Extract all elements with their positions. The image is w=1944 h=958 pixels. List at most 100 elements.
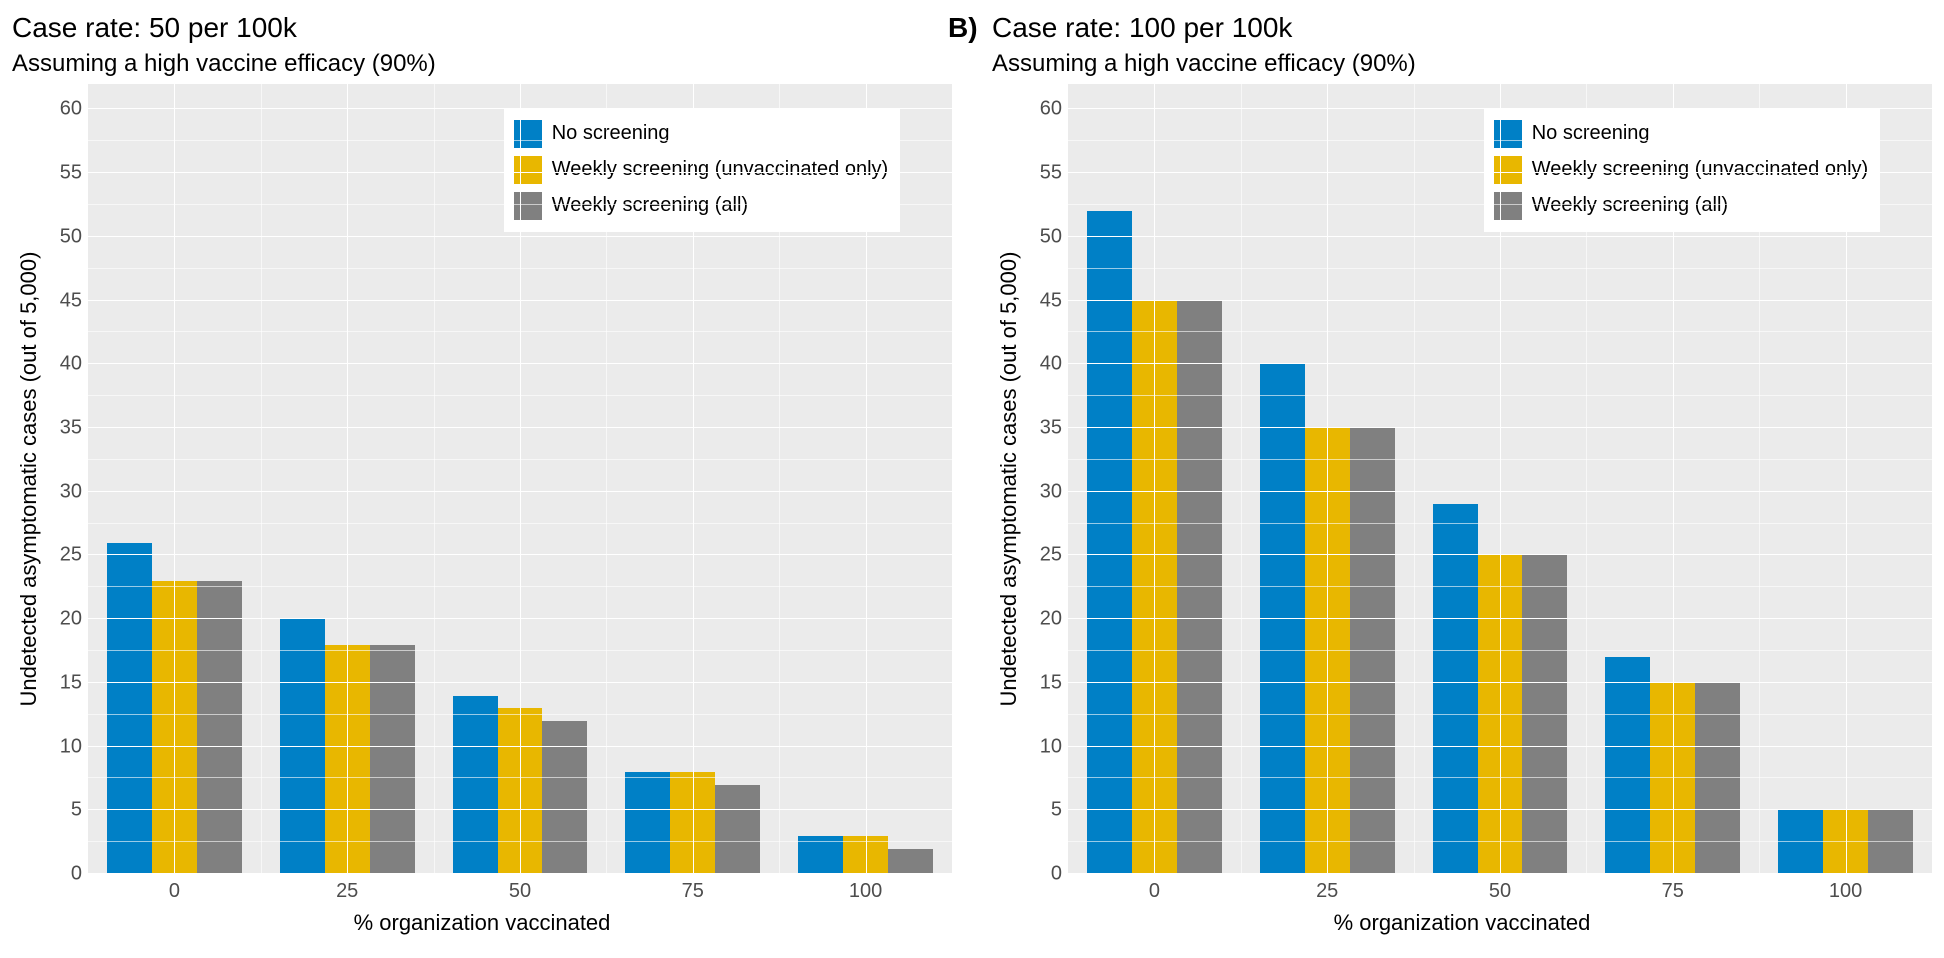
panel-b: B) Case rate: 100 per 100k Assuming a hi…: [992, 12, 1932, 936]
x-tick-label: 0: [169, 880, 180, 903]
panel-a-xticks: 0 25 50 75 100: [88, 880, 952, 906]
legend-label: No screening: [552, 122, 670, 145]
legend-swatch: [1494, 192, 1522, 220]
vgridline: [1500, 84, 1501, 874]
vgridline: [1673, 84, 1674, 874]
x-tick-label: 25: [1316, 880, 1338, 903]
panel-b-xaxis: 0255075100: [992, 880, 1932, 906]
y-tick-label: 40: [1040, 353, 1062, 376]
x-tick-label: 100: [849, 880, 882, 903]
panel-b-title: Case rate: 100 per 100k: [992, 12, 1932, 44]
legend-swatch: [514, 120, 542, 148]
vgridline: [347, 84, 348, 874]
y-tick-label: 50: [1040, 225, 1062, 248]
bar: [107, 543, 152, 874]
x-tick-label: 75: [1662, 880, 1684, 903]
y-tick-label: 15: [60, 671, 82, 694]
legend-item: Weekly screening (unvaccinated only): [1492, 152, 1870, 188]
panel-b-plot-row: Undetected asymptomatic cases (out of 5,…: [992, 84, 1932, 874]
vgridline: [866, 84, 867, 874]
x-tick-label: 50: [509, 880, 531, 903]
legend-label: Weekly screening (all): [1532, 194, 1728, 217]
bar: [1695, 683, 1740, 874]
x-tick-label: 75: [682, 880, 704, 903]
vgridline-minor: [779, 84, 780, 874]
vgridline: [174, 84, 175, 874]
vgridline: [693, 84, 694, 874]
vgridline-minor: [606, 84, 607, 874]
y-tick-label: 55: [1040, 162, 1062, 185]
legend-item: Weekly screening (all): [512, 188, 890, 224]
y-tick-label: 50: [60, 225, 82, 248]
y-tick-label: 20: [1040, 608, 1062, 631]
y-tick-label: 0: [1051, 863, 1062, 886]
y-axis-label: Undetected asymptomatic cases (out of 5,…: [16, 252, 42, 707]
panel-b-xticks: 0255075100: [1068, 880, 1932, 906]
bar: [197, 581, 242, 874]
panel-a-titles: A) Case rate: 50 per 100k Assuming a hig…: [12, 12, 952, 78]
vgridline-minor: [1759, 84, 1760, 874]
y-tick-label: 25: [60, 544, 82, 567]
y-tick-label: 25: [1040, 544, 1062, 567]
legend-swatch: [1494, 120, 1522, 148]
panel-b-xlabel-row: % organization vaccinated: [992, 910, 1932, 936]
y-tick-label: 60: [60, 98, 82, 121]
x-axis-label: % organization vaccinated: [12, 910, 952, 936]
y-tick-label: 20: [60, 608, 82, 631]
legend-swatch: [514, 156, 542, 184]
x-axis-label: % organization vaccinated: [992, 910, 1932, 936]
vgridline: [520, 84, 521, 874]
vgridline: [1327, 84, 1328, 874]
bar: [1087, 211, 1132, 874]
panel-a-ylabel-wrap: Undetected asymptomatic cases (out of 5,…: [12, 84, 46, 874]
panel-a-legend: No screening Weekly screening (unvaccinat…: [504, 108, 900, 232]
bar: [542, 721, 587, 874]
y-tick-label: 0: [71, 863, 82, 886]
legend-item: Weekly screening (unvaccinated only): [512, 152, 890, 188]
panel-a-title: Case rate: 50 per 100k: [12, 12, 952, 44]
panel-b-subtitle: Assuming a high vaccine efficacy (90%): [992, 50, 1932, 78]
legend-label: Weekly screening (all): [552, 194, 748, 217]
y-tick-label: 10: [60, 735, 82, 758]
vgridline-minor: [261, 84, 262, 874]
vgridline-minor: [1241, 84, 1242, 874]
vgridline-minor: [1414, 84, 1415, 874]
panel-b-legend: No screening Weekly screening (unvaccinat…: [1484, 108, 1880, 232]
vgridline: [1846, 84, 1847, 874]
vgridline: [1154, 84, 1155, 874]
y-tick-label: 30: [1040, 480, 1062, 503]
bar: [888, 849, 933, 874]
y-axis-label: Undetected asymptomatic cases (out of 5,…: [996, 252, 1022, 707]
panel-a-xlabel-row: % organization vaccinated: [12, 910, 952, 936]
legend-item: No screening: [1492, 116, 1870, 152]
bar: [625, 772, 670, 874]
panel-a-xaxis: 0 25 50 75 100: [12, 880, 952, 906]
bar: [453, 696, 498, 874]
bar: [1177, 301, 1222, 874]
y-tick-label: 45: [1040, 289, 1062, 312]
legend-swatch: [1494, 156, 1522, 184]
y-tick-label: 5: [71, 799, 82, 822]
legend-label: No screening: [1532, 122, 1650, 145]
y-tick-label: 45: [60, 289, 82, 312]
panel-b-titles: B) Case rate: 100 per 100k Assuming a hi…: [992, 12, 1932, 78]
legend-label: Weekly screening (unvaccinated only): [552, 158, 888, 181]
legend-item: Weekly screening (all): [1492, 188, 1870, 224]
y-tick-label: 5: [1051, 799, 1062, 822]
panel-b-label: B): [948, 12, 978, 44]
bar: [370, 645, 415, 874]
panel-a-subtitle: Assuming a high vaccine efficacy (90%): [12, 50, 952, 78]
panel-a-yticks: 051015202530354045505560: [46, 84, 88, 874]
figure: A) Case rate: 50 per 100k Assuming a hig…: [12, 12, 1932, 936]
vgridline-minor: [1586, 84, 1587, 874]
panel-b-yticks: 051015202530354045505560: [1026, 84, 1068, 874]
vgridline-minor: [434, 84, 435, 874]
legend-label: Weekly screening (unvaccinated only): [1532, 158, 1868, 181]
x-tick-label: 0: [1149, 880, 1160, 903]
y-tick-label: 40: [60, 353, 82, 376]
x-tick-label: 25: [336, 880, 358, 903]
panel-b-ylabel-wrap: Undetected asymptomatic cases (out of 5,…: [992, 84, 1026, 874]
y-tick-label: 30: [60, 480, 82, 503]
y-tick-label: 60: [1040, 98, 1062, 121]
bar: [715, 785, 760, 874]
